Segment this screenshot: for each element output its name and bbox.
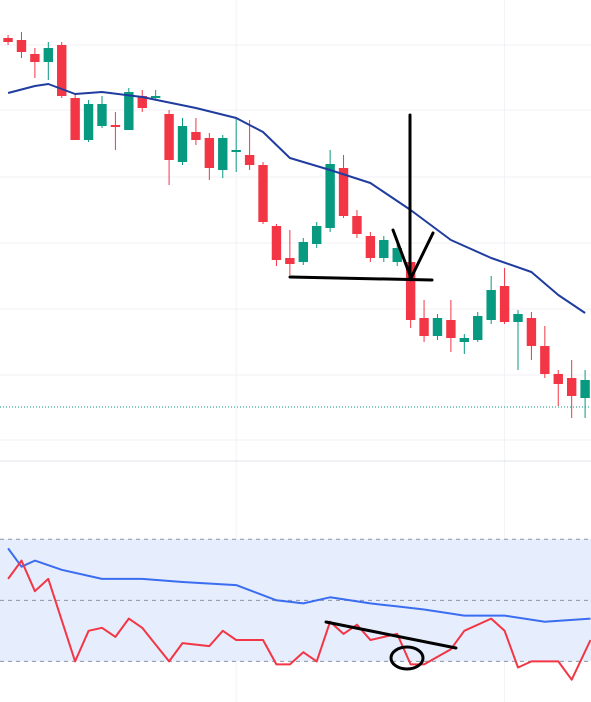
line-series [7, 547, 591, 623]
support-line [288, 275, 434, 282]
candle-body [218, 138, 228, 170]
candle-body [110, 125, 121, 127]
candle-body [244, 155, 255, 165]
candle-body [325, 164, 335, 228]
candle-body [486, 290, 496, 320]
candle-body [379, 240, 389, 258]
candle-body [513, 314, 523, 322]
candle-body [352, 216, 362, 234]
candle-body [446, 320, 456, 338]
divergence-line [324, 620, 458, 650]
candle-body [553, 374, 563, 384]
line-series [7, 83, 586, 314]
candle-body [419, 318, 429, 336]
candle-body [540, 346, 550, 374]
candle-body [499, 286, 510, 322]
arrow-head [391, 228, 435, 282]
candle-body [57, 45, 67, 96]
highlight-circle [389, 645, 425, 671]
candle-body [271, 226, 282, 260]
candle-body [473, 316, 483, 340]
candle-body [526, 318, 537, 346]
candle-body [392, 248, 402, 262]
candle-body [566, 378, 577, 396]
candle-body [16, 40, 27, 52]
candle-body [30, 54, 40, 62]
candle-body [405, 262, 416, 320]
candle-body [164, 114, 174, 160]
candle-body [312, 226, 322, 244]
candle-body [338, 168, 349, 216]
candle-body [285, 258, 295, 264]
candle-body [83, 104, 94, 140]
candle-body [97, 104, 107, 126]
candle-body [124, 92, 134, 130]
candle-body [231, 150, 241, 152]
candle-body [150, 96, 161, 98]
candle-body [580, 380, 590, 398]
line-series [7, 559, 591, 681]
candle-body [191, 132, 201, 140]
candle-body [177, 126, 188, 162]
candle-body [204, 138, 215, 168]
candle-body [258, 165, 268, 222]
candle-body [365, 236, 376, 258]
candle-body [43, 48, 54, 62]
candle-body [137, 96, 147, 108]
candle-body [432, 318, 443, 336]
candle-body [298, 242, 308, 262]
candle-body [459, 338, 470, 342]
candle-body [70, 98, 80, 140]
candle-body [3, 38, 13, 42]
drawings [288, 113, 458, 671]
